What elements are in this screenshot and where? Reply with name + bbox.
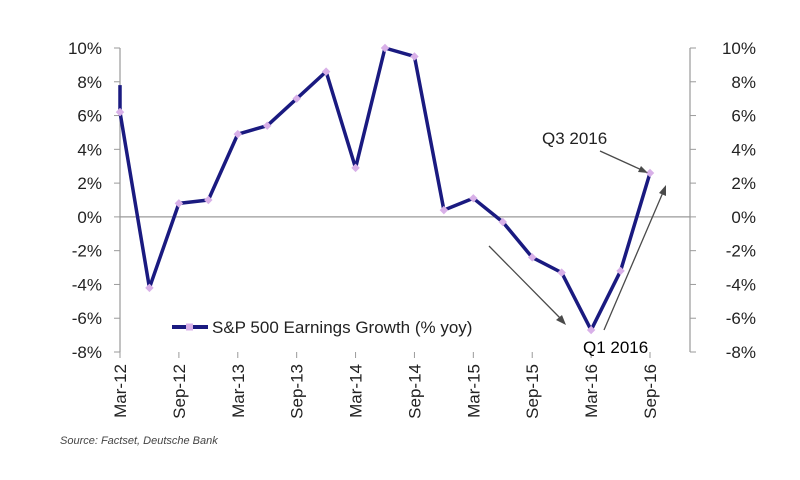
data-point: [616, 266, 625, 276]
y-tick-right-label: 6%: [731, 107, 756, 126]
x-tick-label: Sep-12: [170, 364, 189, 419]
y-tick-right-label: -4%: [726, 275, 756, 294]
source-note: Source: Factset, Deutsche Bank: [60, 435, 218, 447]
y-tick-left-label: -8%: [72, 343, 102, 362]
x-tick-label: Sep-16: [641, 364, 660, 419]
y-tick-right-label: 2%: [731, 174, 756, 193]
y-tick-right-label: -2%: [726, 242, 756, 261]
data-point: [557, 268, 566, 277]
data-point: [645, 168, 655, 178]
series-line: [118, 46, 652, 332]
data-point: [380, 43, 390, 53]
annotation-q3-arrowhead: [638, 166, 648, 173]
y-tick-right-label: -8%: [726, 343, 756, 362]
y-tick-right-label: 10%: [722, 39, 756, 58]
y-axis-right: 10% 8% 6% 4% 2% 0% -2% -4% -6% -8%: [690, 39, 756, 362]
data-point: [321, 67, 331, 76]
y-tick-right-label: 8%: [731, 73, 756, 92]
annotation-recovery-arrowhead: [659, 185, 666, 196]
x-tick-label: Mar-15: [464, 364, 483, 418]
x-tick-label: Mar-12: [111, 364, 130, 418]
x-tick-label: Sep-14: [405, 364, 424, 419]
data-point: [233, 129, 243, 139]
data-point: [469, 194, 478, 203]
data-point: [439, 205, 449, 215]
y-tick-left-label: -4%: [72, 275, 102, 294]
y-tick-left-label: 6%: [77, 107, 102, 126]
y-tick-left-label: 10%: [68, 39, 102, 58]
y-tick-left-label: -2%: [72, 242, 102, 261]
data-point: [115, 107, 125, 117]
data-point: [586, 325, 596, 335]
x-tick-label: Sep-13: [288, 364, 307, 419]
x-tick-label: Sep-15: [523, 364, 542, 419]
y-tick-left-label: 0%: [77, 208, 102, 227]
y-tick-right-label: -6%: [726, 309, 756, 328]
legend-marker: [186, 323, 193, 331]
y-tick-right-label: 0%: [731, 208, 756, 227]
data-point: [410, 52, 419, 61]
data-point: [145, 283, 154, 293]
data-point: [204, 195, 213, 205]
x-tick-label: Mar-16: [582, 364, 601, 418]
annotation-recovery-arrow: [603, 189, 665, 331]
annotation-q1-2016: Q1 2016: [488, 185, 666, 357]
x-tick-label: Mar-13: [229, 364, 248, 418]
annotation-q1-arrowhead-down: [556, 315, 566, 325]
x-axis: Mar-12 Sep-12 Mar-13 Sep-13 Mar-14 Sep-14 Mar-…: [111, 352, 660, 419]
annotation-q3-label: Q3 2016: [542, 129, 607, 148]
series-earnings-growth: [115, 43, 655, 335]
y-tick-left-label: 2%: [77, 174, 102, 193]
y-tick-right-label: 4%: [731, 140, 756, 159]
data-point: [351, 163, 360, 173]
y-tick-left-label: -6%: [72, 309, 102, 328]
y-tick-left-label: 8%: [77, 73, 102, 92]
y-axis-left: 10% 8% 6% 4% 2% 0% -2% -4% -6% -8%: [68, 39, 120, 362]
data-point: [174, 199, 184, 208]
legend: S&P 500 Earnings Growth (% yoy): [172, 318, 472, 337]
annotation-q1-label: Q1 2016: [583, 338, 648, 357]
annotation-q1-arrow-down: [488, 245, 564, 322]
data-point: [292, 94, 301, 103]
legend-label: S&P 500 Earnings Growth (% yoy): [212, 318, 472, 337]
annotation-q3-2016: Q3 2016: [542, 129, 648, 173]
annotation-q3-arrow: [599, 150, 645, 172]
data-point: [262, 121, 272, 130]
x-tick-label: Mar-14: [347, 364, 366, 418]
data-point: [498, 217, 508, 227]
y-tick-left-label: 4%: [77, 140, 102, 159]
